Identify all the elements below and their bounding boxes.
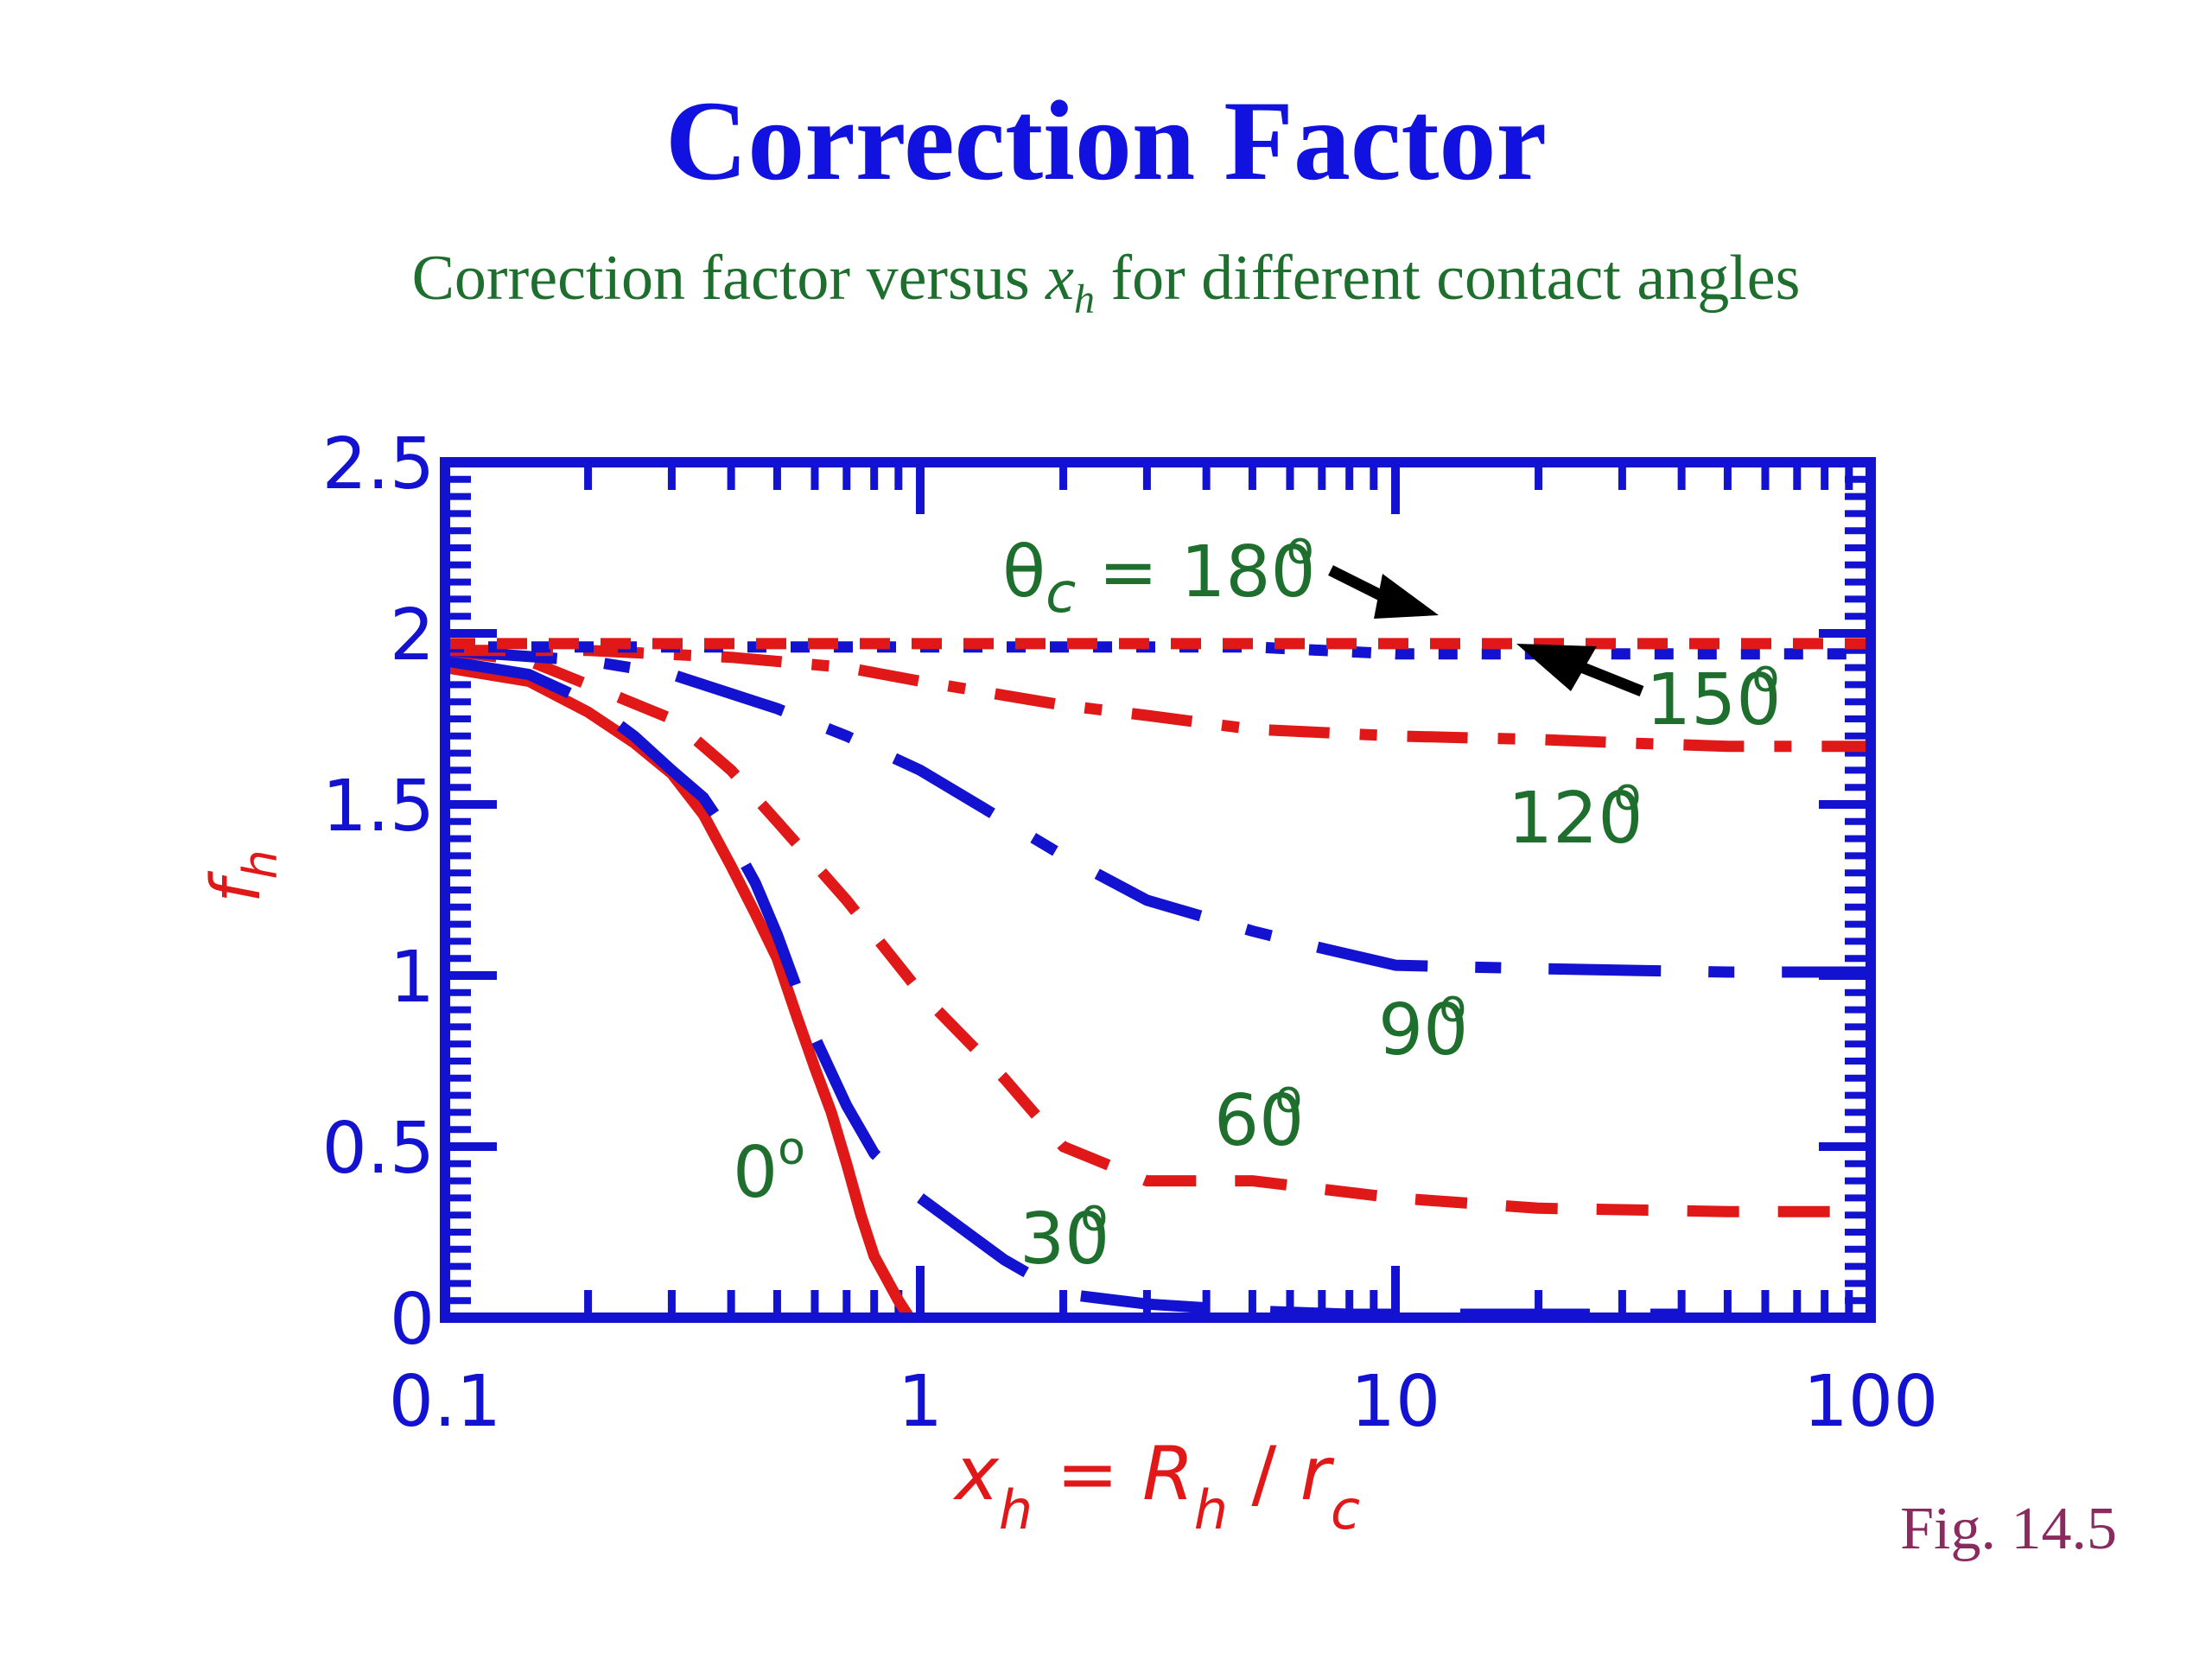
- annotation-180-text: = 180: [1076, 531, 1315, 613]
- series-layer: [443, 638, 1871, 1321]
- xlabel-sub: h: [999, 1478, 1033, 1541]
- y-tick-label: 2.5: [322, 423, 435, 505]
- y-tick-label: 0: [390, 1279, 435, 1361]
- annotation-0: 0o: [733, 1123, 805, 1214]
- annotation-120-deg: o: [1614, 769, 1642, 821]
- theta-sub: c: [1046, 562, 1076, 626]
- plot-frame: [440, 457, 1876, 1323]
- annotation-150: 150o: [1646, 651, 1782, 741]
- annotation-60: 60o: [1214, 1071, 1304, 1162]
- y-tick-label: 1: [390, 937, 435, 1019]
- xlabel-den-sub: c: [1331, 1478, 1360, 1541]
- xlabel-eq: =: [1033, 1431, 1142, 1517]
- annotation-180-deg: o: [1287, 523, 1314, 575]
- arrow-150: [1516, 644, 1644, 697]
- annotation-90: 90o: [1378, 981, 1468, 1071]
- x-tick-label: 10: [1351, 1361, 1440, 1443]
- y-tick-label: 2: [390, 594, 435, 677]
- annotation-30: 30o: [1020, 1190, 1109, 1281]
- series-line-90: [444, 645, 1871, 978]
- series-line-30: [443, 655, 1682, 1320]
- annotation-60-label: 60: [1214, 1080, 1304, 1162]
- arrow-180: [1328, 565, 1439, 619]
- tick-labels: 0.1 1 10 100 0 0.5 1 1.5 2 2.5: [322, 423, 1939, 1443]
- ylabel-sub: h: [233, 849, 288, 879]
- x-tick-label: 0.1: [389, 1361, 501, 1443]
- y-tick-label: 0.5: [322, 1108, 435, 1190]
- slide-title: Correction Factor: [664, 77, 1548, 204]
- annotation-0-label: 0: [733, 1132, 778, 1214]
- subtitle-variable: xh: [1046, 243, 1095, 321]
- annotation-30-label: 30: [1020, 1198, 1109, 1281]
- x-axis-label: xh = Rh / rc: [952, 1431, 1360, 1541]
- theta-symbol: θ: [1002, 531, 1046, 613]
- x-tick-label: 1: [898, 1361, 943, 1443]
- annotation-0-deg: o: [778, 1123, 805, 1175]
- annotation-120-label: 120: [1508, 778, 1643, 860]
- figure-label: Fig. 14.5: [1900, 1496, 2117, 1562]
- slide-subtitle: Correction factor versus xh for differen…: [0, 243, 2212, 323]
- y-axis-label: fh: [198, 849, 288, 903]
- annotation-60-deg: o: [1274, 1071, 1302, 1123]
- annotation-180: θc = 180o: [1002, 523, 1316, 626]
- subtitle-var: x: [1046, 243, 1075, 314]
- y-tick-label: 1.5: [322, 766, 435, 848]
- subtitle-before: Correction factor versus: [411, 243, 1046, 314]
- xlabel-base: x: [952, 1431, 1000, 1517]
- series-line-120: [445, 645, 1871, 753]
- series-line-0: [443, 662, 915, 1321]
- annotation-150-label: 150: [1646, 659, 1782, 741]
- subtitle-after: for different contact angles: [1095, 243, 1801, 314]
- subtitle-var-sub: h: [1074, 276, 1096, 322]
- xlabel-num-sub: h: [1194, 1478, 1228, 1541]
- annotation-120: 120o: [1508, 769, 1643, 860]
- series-line-150: [445, 641, 1871, 660]
- annotation-30-deg: o: [1080, 1190, 1108, 1242]
- series-line-60: [444, 645, 1871, 1217]
- xlabel-num: R: [1142, 1431, 1194, 1517]
- annotation-150-deg: o: [1752, 651, 1780, 702]
- xlabel-slash: /: [1228, 1431, 1300, 1517]
- annotation-90-deg: o: [1439, 981, 1466, 1033]
- x-tick-label: 100: [1803, 1361, 1939, 1443]
- xlabel-den: r: [1300, 1431, 1335, 1517]
- annotation-90-label: 90: [1378, 989, 1468, 1071]
